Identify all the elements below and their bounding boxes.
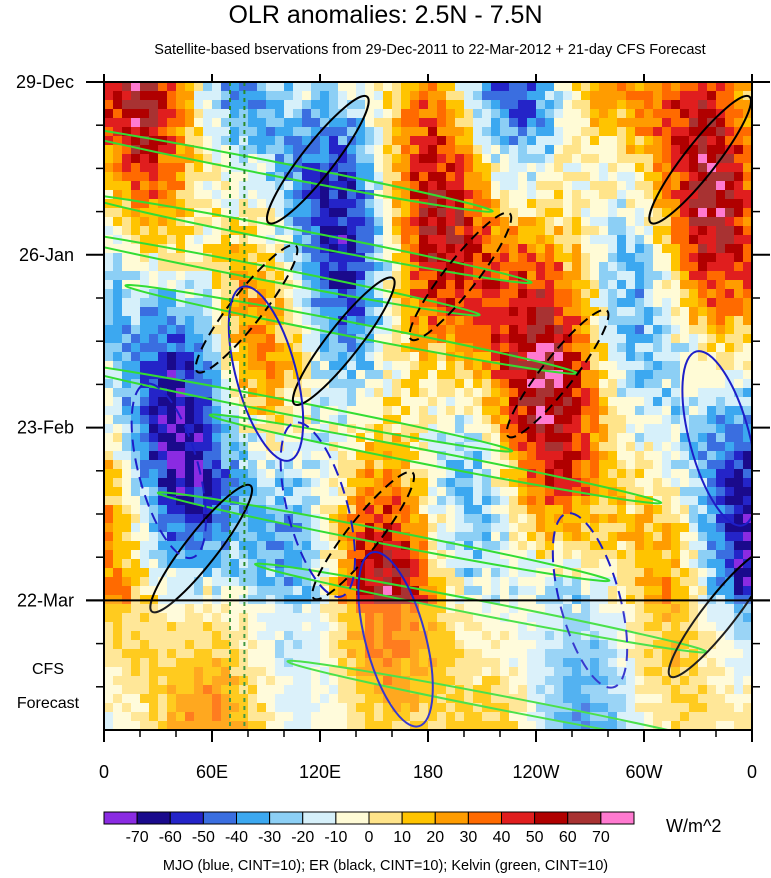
kelvin-contour: [208, 413, 663, 505]
er-contour: [311, 470, 416, 601]
wave-contours: [104, 82, 752, 730]
er-contour: [648, 94, 752, 225]
x-tick-label: 0: [747, 762, 757, 782]
colorbar-swatch: [401, 811, 436, 825]
colorbar-label: 70: [592, 829, 610, 846]
er-contour: [667, 548, 752, 679]
colorbar-label: -70: [126, 829, 149, 846]
mjo-contour: [279, 421, 357, 598]
er-contour: [505, 308, 610, 439]
x-tick-label: 60E: [196, 762, 228, 782]
colorbar-label: 20: [426, 829, 444, 846]
x-axis: 0 60E 120E 180 120W 60W 0: [99, 74, 757, 782]
y-tick-label: 29-Dec: [16, 72, 74, 92]
colorbar-label: 10: [393, 829, 411, 846]
colorbar-swatch: [236, 811, 271, 825]
forecast-label-line2: Forecast: [17, 695, 80, 712]
er-contour: [408, 211, 513, 342]
kelvin-contour: [104, 193, 533, 285]
colorbar-label: -30: [258, 829, 281, 846]
colorbar-label: -50: [192, 829, 215, 846]
x-tick-label: 60W: [625, 762, 662, 782]
colorbar-label: 30: [459, 829, 477, 846]
mjo-contour: [681, 350, 752, 527]
er-contour: [291, 276, 396, 407]
er-contour: [265, 94, 370, 225]
mjo-contour: [130, 382, 207, 560]
colorbar-swatch: [567, 811, 602, 825]
y-axis: 29-Dec 26-Jan 23-Feb 22-Mar CFS Forecast: [16, 72, 770, 712]
x-tick-label: 120E: [299, 762, 341, 782]
chart-subtitle: Satellite-based bservations from 29-Dec-…: [154, 42, 706, 58]
kelvin-contour: [156, 491, 611, 583]
y-tick-label: 23-Feb: [17, 418, 74, 438]
kelvin-contour: [104, 361, 514, 453]
colorbar-swatch: [467, 811, 502, 825]
contour-legend: MJO (blue, CINT=10); ER (black, CINT=10)…: [162, 858, 609, 874]
colorbar-units: W/m^2: [666, 816, 722, 836]
chart-title: OLR anomalies: 2.5N - 7.5N: [228, 1, 543, 29]
colorbar-swatch: [335, 811, 370, 825]
colorbar-swatch: [600, 811, 635, 825]
colorbar-label: -20: [291, 829, 314, 846]
colorbar-swatch: [501, 811, 536, 825]
x-tick-label: 0: [99, 762, 109, 782]
er-contour: [194, 243, 299, 374]
mjo-contour: [357, 551, 434, 728]
colorbar-swatch: [169, 811, 204, 825]
colorbar-swatch: [302, 811, 337, 825]
colorbar-label: 0: [365, 829, 374, 846]
forecast-region: [104, 599, 752, 730]
er-contour: [149, 483, 254, 614]
colorbar-label: -40: [225, 829, 248, 846]
colorbar-swatch: [103, 811, 138, 825]
colorbar-swatch: [269, 811, 304, 825]
colorbar-label: 40: [493, 829, 511, 846]
kelvin-contour: [286, 659, 740, 730]
x-tick-label: 120W: [512, 762, 559, 782]
colorbar-swatch: [434, 811, 469, 825]
x-tick-label: 180: [413, 762, 443, 782]
y-tick-label: 26-Jan: [19, 245, 74, 265]
colorbar-label: -10: [324, 829, 347, 846]
colorbar-label: 60: [559, 829, 577, 846]
mjo-contour: [227, 285, 305, 462]
colorbar: -70 -60 -50 -40 -30 -20 -10 0 10 20 30 40 50 60 70: [103, 811, 635, 846]
colorbar-label: 50: [526, 829, 544, 846]
forecast-label-line1: CFS: [32, 661, 64, 678]
colorbar-label: -60: [159, 829, 182, 846]
colorbar-swatch: [136, 811, 171, 825]
colorbar-swatch: [534, 811, 569, 825]
colorbar-swatch: [368, 811, 403, 825]
kelvin-contour: [104, 121, 494, 213]
colorbar-swatch: [202, 811, 237, 825]
y-tick-label: 22-Mar: [17, 590, 74, 610]
mjo-contour: [551, 512, 629, 689]
